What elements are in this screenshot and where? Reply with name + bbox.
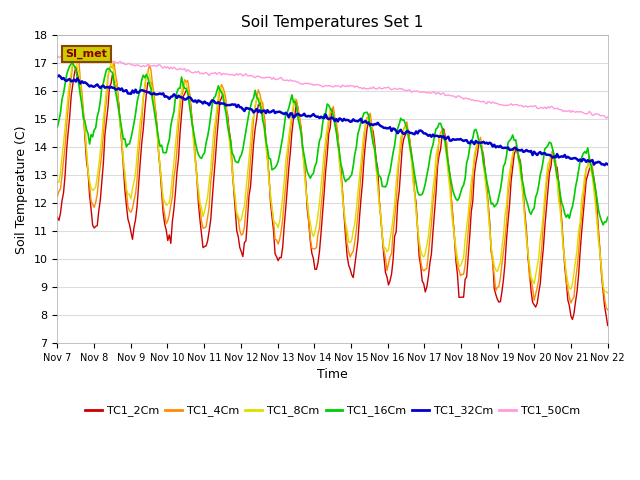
TC1_8Cm <box>575 228 582 234</box>
TC1_50Cm <box>602 115 610 121</box>
Line: TC1_16Cm: TC1_16Cm <box>58 63 608 225</box>
TC1_2Cm <box>604 323 612 328</box>
TC1_32Cm <box>246 106 254 112</box>
Title: Soil Temperatures Set 1: Soil Temperatures Set 1 <box>241 15 424 30</box>
TC1_16Cm <box>54 124 61 130</box>
TC1_32Cm <box>296 112 303 118</box>
TC1_50Cm <box>237 72 245 77</box>
TC1_32Cm <box>55 72 63 78</box>
TC1_4Cm <box>54 193 61 199</box>
TC1_50Cm <box>61 52 69 58</box>
TC1_16Cm <box>219 93 227 99</box>
TC1_50Cm <box>296 80 303 86</box>
TC1_16Cm <box>296 123 303 129</box>
X-axis label: Time: Time <box>317 369 348 382</box>
TC1_32Cm <box>219 101 227 107</box>
TC1_4Cm <box>72 49 79 55</box>
TC1_4Cm <box>237 232 245 238</box>
TC1_50Cm <box>219 71 227 76</box>
TC1_50Cm <box>122 61 130 67</box>
TC1_16Cm <box>69 60 77 66</box>
TC1_16Cm <box>246 104 254 109</box>
TC1_8Cm <box>237 216 245 222</box>
TC1_32Cm <box>604 161 612 167</box>
Legend: TC1_2Cm, TC1_4Cm, TC1_8Cm, TC1_16Cm, TC1_32Cm, TC1_50Cm: TC1_2Cm, TC1_4Cm, TC1_8Cm, TC1_16Cm, TC1… <box>81 401 584 421</box>
TC1_50Cm <box>575 109 582 115</box>
TC1_32Cm <box>54 74 61 80</box>
TC1_16Cm <box>599 222 607 228</box>
TC1_16Cm <box>575 168 582 174</box>
TC1_8Cm <box>604 290 612 296</box>
TC1_32Cm <box>237 105 245 110</box>
TC1_32Cm <box>122 87 130 93</box>
Y-axis label: Soil Temperature (C): Soil Temperature (C) <box>15 125 28 253</box>
TC1_2Cm <box>575 273 582 278</box>
TC1_8Cm <box>296 120 303 126</box>
TC1_4Cm <box>246 156 254 162</box>
TC1_16Cm <box>122 144 130 150</box>
TC1_32Cm <box>575 158 582 164</box>
Text: SI_met: SI_met <box>66 49 108 59</box>
TC1_16Cm <box>604 215 612 220</box>
TC1_2Cm <box>54 215 61 220</box>
Line: TC1_2Cm: TC1_2Cm <box>58 67 608 325</box>
Line: TC1_50Cm: TC1_50Cm <box>58 55 608 118</box>
TC1_8Cm <box>246 139 254 145</box>
TC1_8Cm <box>54 180 61 185</box>
TC1_8Cm <box>122 185 130 191</box>
TC1_4Cm <box>219 84 227 90</box>
TC1_2Cm <box>246 183 254 189</box>
TC1_32Cm <box>601 162 609 168</box>
Line: TC1_32Cm: TC1_32Cm <box>58 75 608 165</box>
TC1_50Cm <box>604 114 612 120</box>
TC1_50Cm <box>246 73 254 79</box>
TC1_4Cm <box>575 249 582 255</box>
TC1_2Cm <box>296 119 303 125</box>
TC1_8Cm <box>219 88 227 94</box>
TC1_8Cm <box>72 56 79 61</box>
Line: TC1_8Cm: TC1_8Cm <box>58 59 608 293</box>
TC1_4Cm <box>296 113 303 119</box>
TC1_2Cm <box>72 64 79 70</box>
TC1_2Cm <box>237 249 245 255</box>
Line: TC1_4Cm: TC1_4Cm <box>58 52 608 310</box>
TC1_2Cm <box>122 203 130 208</box>
TC1_50Cm <box>54 53 61 59</box>
TC1_4Cm <box>122 187 130 193</box>
TC1_2Cm <box>219 91 227 97</box>
TC1_4Cm <box>604 307 612 312</box>
TC1_16Cm <box>237 152 245 158</box>
